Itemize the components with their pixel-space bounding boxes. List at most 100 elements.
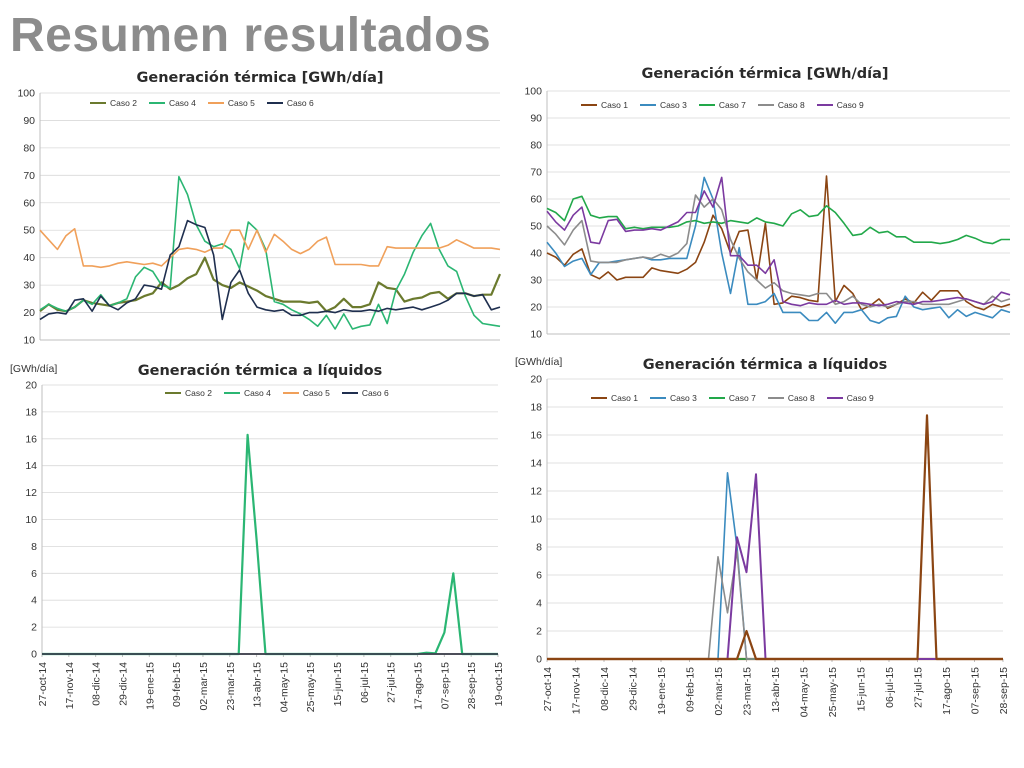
legend-item: Caso 5: [207, 98, 255, 108]
legend-label: Caso 7: [718, 100, 746, 110]
y-tick-label: 40: [23, 252, 35, 264]
x-tick-label: 02-mar-15: [198, 662, 210, 711]
legend-item: Caso 3: [639, 100, 687, 110]
chart-panel-termica-left: Generación térmica [GWh/día] Caso 2 Caso …: [10, 70, 510, 347]
y-tick-label: 100: [524, 86, 542, 98]
chart-legend: Caso 2 Caso 4 Caso 5 Caso 6: [165, 388, 389, 398]
legend-swatch: [826, 397, 843, 399]
x-tick-label: 27-oct-14: [37, 662, 49, 707]
y-tick-label: 20: [530, 374, 542, 386]
x-tick-label: 06-jul-15: [359, 662, 371, 703]
x-tick-label: 29-dic-14: [628, 667, 640, 711]
legend-label: Caso 4: [243, 388, 271, 398]
legend-label: Caso 4: [168, 98, 196, 108]
x-tick-label: 23-mar-15: [742, 667, 754, 716]
legend-swatch: [90, 102, 106, 104]
x-tick-label: 25-may-15: [305, 662, 317, 712]
slide-title: Resumen resultados: [10, 9, 492, 62]
chart-legend: Caso 2 Caso 4 Caso 5 Caso 6: [90, 98, 314, 108]
x-tick-label: 02-mar-15: [713, 667, 725, 716]
y-tick-label: 30: [530, 275, 542, 287]
y-tick-label: 20: [530, 302, 542, 314]
y-tick-label: 0: [31, 649, 37, 661]
legend-swatch: [581, 104, 597, 106]
x-tick-label: 06-jul-15: [884, 667, 896, 708]
chart-svg: 0 2 4 6 8 10 12 14 16 18 20 27-oct-14 17-nov-14 08-di…: [530, 374, 1010, 718]
legend-item: Caso 4: [148, 98, 196, 108]
y-tick-label: 60: [530, 194, 542, 206]
x-tick-label: 17-ago-15: [413, 662, 425, 710]
chart-title: Generación térmica [GWh/día]: [641, 66, 889, 82]
chart-svg: 0 2 4 6 8 10 12 14 16 18 20 27-oct-14 17-nov-14 08-di…: [25, 380, 505, 713]
legend-swatch: [207, 102, 224, 104]
chart-svg: 10 20 30 40 50 60 70 80 90 100: [17, 88, 502, 347]
chart-legend: Caso 1 Caso 3 Caso 7 Caso 8 Caso 9: [591, 393, 874, 403]
legend-label: Caso 6: [286, 98, 314, 108]
y-tick-label: 60: [23, 197, 35, 209]
legend-item: Caso 8: [767, 393, 815, 403]
y-tick-label: 80: [530, 140, 542, 152]
legend-item: Caso 6: [266, 98, 314, 108]
x-tick-label: 25-may-15: [827, 667, 839, 717]
x-tick-label: 27-jul-15: [386, 662, 398, 703]
y-tick-label: 50: [530, 221, 542, 233]
y-tick-label: 90: [23, 115, 35, 127]
chart-panel-termica-right: Generación térmica [GWh/día] Caso 1 Caso …: [515, 66, 1015, 346]
y-tick-label: 70: [530, 167, 542, 179]
x-tick-label: 04-may-15: [799, 667, 811, 717]
unit-label: [GWh/día]: [515, 356, 563, 368]
legend-item: Caso 9: [826, 393, 874, 403]
legend-item: Caso 4: [223, 388, 271, 398]
legend-swatch: [341, 392, 358, 394]
legend-swatch: [639, 104, 656, 106]
chart-svg: 10 20 30 40 50 60 70 80 90 100: [524, 86, 1011, 341]
y-tick-label: 14: [530, 458, 542, 470]
legend-item: Caso 9: [816, 100, 864, 110]
x-tick-label: 08-dic-14: [599, 667, 611, 711]
legend-label: Caso 3: [669, 393, 697, 403]
chart-title: Generación térmica a líquidos: [642, 357, 888, 373]
y-tick-label: 2: [31, 622, 37, 634]
series-line-caso-4: [42, 433, 498, 656]
x-tick-label: 17-ago-15: [941, 667, 953, 715]
y-tick-label: 40: [530, 248, 542, 260]
series-line-caso-6: [39, 219, 501, 321]
y-tick-label: 18: [530, 402, 542, 414]
series-line-caso-8: [546, 194, 1011, 308]
x-tick-label: 15-jun-15: [332, 662, 344, 707]
y-tick-label: 12: [530, 486, 542, 498]
y-tick-label: 16: [25, 433, 37, 445]
series-line-caso-5: [39, 228, 501, 269]
series-line-caso-7: [546, 195, 1010, 245]
legend-item: Caso 2: [165, 388, 212, 398]
chart-title: Generación térmica [GWh/día]: [136, 70, 384, 86]
legend-swatch: [282, 392, 299, 394]
legend-swatch: [698, 104, 715, 106]
chart-panel-liquidos-left: [GWh/día] Generación térmica a líquidos …: [10, 360, 510, 720]
x-tick-label: 09-feb-15: [685, 667, 697, 712]
y-tick-label: 30: [23, 280, 35, 292]
x-tick-label: 17-nov-14: [571, 667, 583, 714]
y-tick-label: 10: [23, 335, 35, 347]
y-tick-label: 6: [31, 568, 37, 580]
y-tick-label: 10: [530, 329, 542, 341]
x-tick-label: 15-jun-15: [856, 667, 868, 712]
x-tick-label: 09-feb-15: [171, 662, 183, 707]
x-tick-label: 19-oct-15: [493, 662, 505, 707]
legend-label: Caso 8: [777, 100, 805, 110]
chart-panel-liquidos-right: [GWh/día] Generación térmica a líquidos …: [515, 355, 1015, 720]
y-tick-label: 80: [23, 142, 35, 154]
legend-label: Caso 8: [787, 393, 815, 403]
y-tick-label: 16: [530, 430, 542, 442]
x-tick-label: 28-sep-15: [466, 662, 478, 709]
legend-item: Caso 5: [282, 388, 330, 398]
y-tick-label: 50: [23, 225, 35, 237]
y-tick-label: 20: [25, 380, 37, 392]
x-tick-label: 19-ene-15: [656, 667, 668, 715]
legend-item: Caso 6: [341, 388, 389, 398]
legend-item: Caso 1: [591, 393, 638, 403]
legend-label: Caso 9: [846, 393, 874, 403]
x-tick-label: 27-jul-15: [913, 667, 925, 708]
x-tick-label: 19-ene-15: [144, 662, 156, 710]
y-tick-label: 12: [25, 487, 37, 499]
